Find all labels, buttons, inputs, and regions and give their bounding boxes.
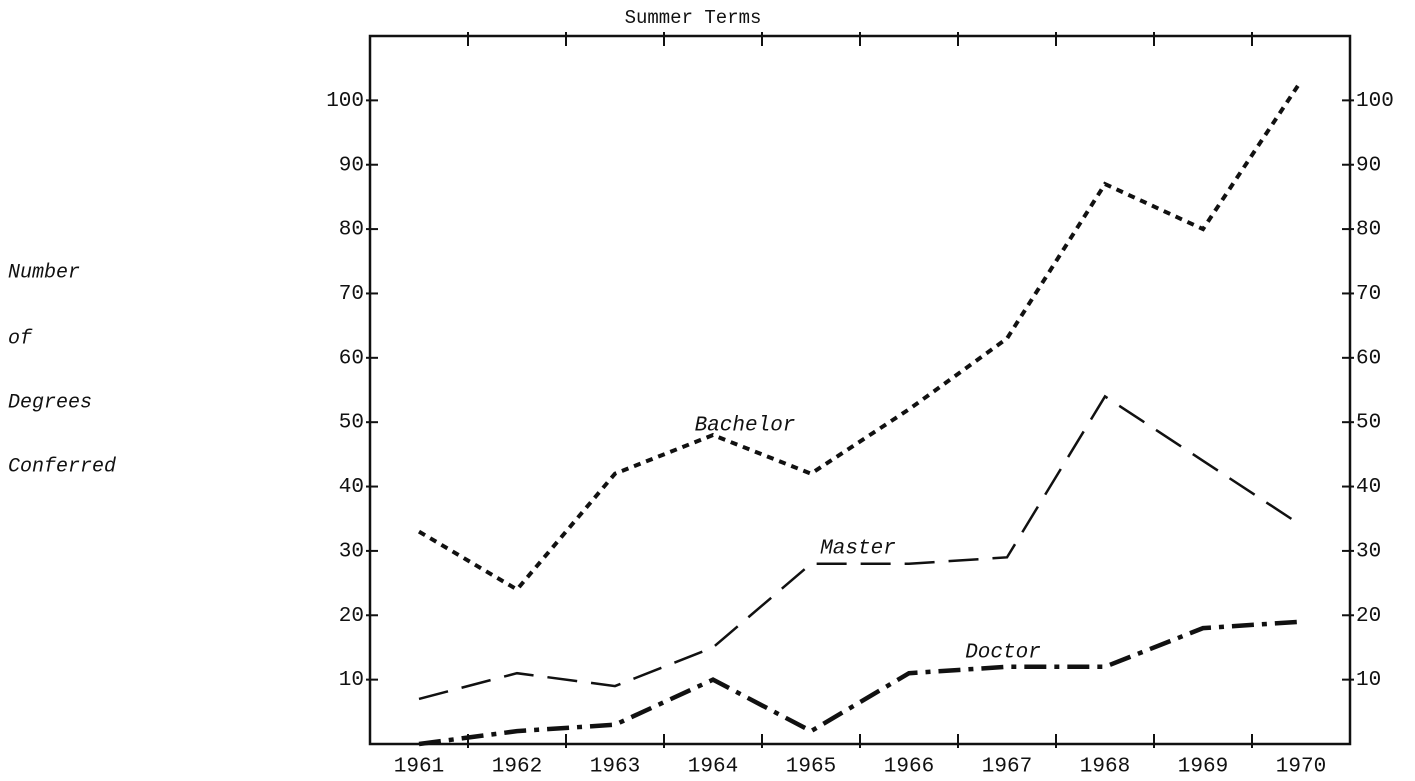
x-tick-label: 1962 <box>492 756 542 779</box>
y2-tick-label: 60 <box>1356 347 1381 370</box>
y-axis-label: of <box>8 327 33 350</box>
x-tick-label: 1968 <box>1080 756 1130 779</box>
y-tick-label: 10 <box>339 669 364 692</box>
y-tick-label: 60 <box>339 347 364 370</box>
series-label: Doctor <box>965 642 1041 665</box>
series-line <box>417 79 1303 593</box>
plot-frame <box>368 34 1352 746</box>
x-tick-label: 1966 <box>884 756 934 779</box>
y2-tick-label: 70 <box>1356 283 1381 306</box>
x-tick-label: 1964 <box>688 756 738 779</box>
y-tick-label: 50 <box>339 412 364 435</box>
x-tick-label: 1969 <box>1178 756 1228 779</box>
y-tick-label: 30 <box>339 540 364 563</box>
x-tick-label: 1965 <box>786 756 836 779</box>
y2-tick-label: 40 <box>1356 476 1381 499</box>
y-tick-label: 90 <box>339 154 364 177</box>
series-label: Bachelor <box>695 415 796 438</box>
y2-tick-label: 30 <box>1356 540 1381 563</box>
y-tick-label: 40 <box>339 476 364 499</box>
y-axis-label: Conferred <box>8 455 116 478</box>
x-tick-label: 1963 <box>590 756 640 779</box>
y2-tick-label: 90 <box>1356 154 1381 177</box>
y-tick-label: 100 <box>326 90 364 113</box>
y-axis-label: Degrees <box>8 391 92 414</box>
series-label: Master <box>820 538 896 561</box>
y2-tick-label: 100 <box>1356 90 1394 113</box>
y-tick-label: 70 <box>339 283 364 306</box>
y2-tick-label: 20 <box>1356 605 1381 628</box>
y2-tick-label: 10 <box>1356 669 1381 692</box>
y-tick-label: 80 <box>339 219 364 242</box>
y-tick-label: 20 <box>339 605 364 628</box>
y-axis-label: Number <box>8 261 80 284</box>
series-line <box>418 619 1302 747</box>
y2-tick-label: 50 <box>1356 412 1381 435</box>
x-tick-label: 1961 <box>394 756 444 779</box>
y2-tick-label: 80 <box>1356 219 1381 242</box>
chart-title: Summer Terms <box>625 7 762 29</box>
x-tick-label: 1967 <box>982 756 1032 779</box>
series-line <box>418 394 1302 701</box>
x-tick-label: 1970 <box>1276 756 1326 779</box>
